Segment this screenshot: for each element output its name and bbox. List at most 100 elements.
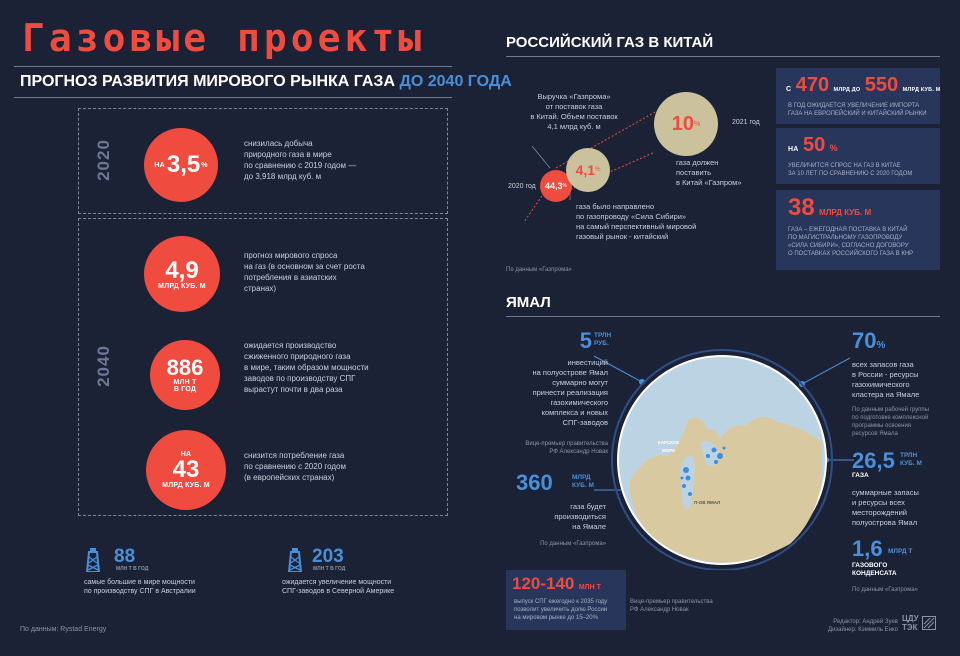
stat1-text: снизилась добыча природного газа в мире …	[244, 138, 434, 182]
box1-pre: С	[786, 86, 792, 93]
credit-designer: Дизайнер: Кэммиль Енко	[828, 627, 898, 633]
stat3-unit2: В ГОД	[173, 386, 197, 393]
box3-headline: 38 МЛРД КУБ. М	[788, 194, 871, 222]
stat4-pre: НА	[180, 451, 192, 458]
s4-label: ГАЗА	[852, 472, 869, 479]
s4-line: месторождений	[852, 508, 907, 517]
fact2-text: ожидается увеличение мощности СПГ-заводо…	[282, 578, 442, 596]
c-mid-value: 4,1	[575, 162, 596, 178]
china-box-50: НА 50 % УВЕЛИЧИТСЯ СПРОС НА ГАЗ В КИТАЕ …	[776, 128, 940, 184]
yamal-header-rule	[506, 316, 940, 317]
fact1-line: самые большие в мире мощности	[84, 579, 195, 586]
box2-line: ЗА 10 ЛЕТ ПО СРАВНЕНИЮ С 2020 ГОДОМ	[788, 171, 913, 177]
revenue-line: 4,1 млрд куб. м	[547, 122, 601, 131]
stat-circle-43: НА 43 МЛРД КУБ. М	[146, 430, 226, 510]
s4-line: полуострова Ямал	[852, 518, 918, 527]
box3-unit: МЛРД КУБ. М	[819, 208, 872, 217]
s3-text: всех запасов газа в России - ресурсы газ…	[852, 360, 942, 400]
revenue-text: Выручка «Газпрома» от поставок газа в Ки…	[524, 92, 624, 132]
credits: Редактор: Андрей Зуев Дизайнер: Кэммиль …	[808, 618, 898, 634]
china-header-rule	[506, 56, 940, 57]
box2-pre: НА	[788, 146, 799, 153]
year-2021-china: 2021 год	[732, 119, 760, 126]
c-big-line: поставить	[676, 168, 712, 177]
stat3-line: в мире, таким образом мощности	[244, 363, 369, 372]
s4-headline: 26,5	[852, 448, 895, 474]
stat3-line: вырастут почти в два раза	[244, 385, 343, 394]
revenue-line: от поставок газа	[545, 102, 603, 111]
stat2-text: прогноз мирового спроса на газ (в основн…	[244, 250, 434, 294]
lng-line: на мировом рынке до 15–20%	[514, 615, 598, 621]
s3-line: кластера на Ямале	[852, 390, 920, 399]
pipe-line: газовый рынок - китайский	[576, 232, 669, 241]
s2-line: газа будет	[570, 502, 606, 511]
logo-top: ЦДУ	[902, 614, 919, 623]
box-2020	[78, 108, 448, 214]
s1-line: газохимического	[550, 398, 609, 407]
s4-value: 26,5	[852, 448, 895, 473]
c-big-value: 10	[671, 112, 694, 135]
c-small-value: 44,3	[545, 181, 563, 191]
china-header: РОССИЙСКИЙ ГАЗ В КИТАЙ	[506, 34, 714, 51]
stat-circle-3-5: НА 3,5 %	[144, 128, 218, 202]
pipe-text: газа было направлено по газопроводу «Сил…	[576, 202, 736, 242]
box-2040	[78, 218, 448, 516]
box2-headline: НА 50 %	[788, 134, 838, 157]
china-box-470: С 470 МЛРД ДО 550 МЛРД КУБ. М В ГОД ОЖИД…	[776, 68, 940, 124]
s1-line: принести реализация	[532, 388, 608, 397]
s3-line: в России - ресурсы	[852, 370, 919, 379]
year-2020-label: 2020	[94, 139, 114, 181]
box2-unit: %	[829, 143, 838, 153]
pipe-line: на самый перспективный мировой	[576, 222, 697, 231]
subtitle-highlight: ДО 2040 ГОДА	[399, 73, 512, 90]
stat2-line: прогноз мирового спроса	[244, 251, 338, 260]
box3-line: ГАЗА – ЕЖЕГОДНАЯ ПОСТАВКА В КИТАЙ	[788, 227, 908, 233]
s3-unit: %	[876, 340, 886, 351]
box1-text: В ГОД ОЖИДАЕТСЯ УВЕЛИЧЕНИЕ ИМПОРТА ГАЗА …	[788, 102, 927, 118]
map-label-kara: КАРСКОЕ	[658, 440, 680, 445]
stat4-unit: МЛРД КУБ. М	[162, 482, 210, 489]
s1-note: Вице-премьер правительства РФ Александр …	[500, 440, 608, 456]
revenue-line: в Китай. Объем поставок	[530, 112, 618, 121]
map-label-sea: МОРЕ	[662, 448, 676, 453]
pipe-line: газа было направлено	[576, 202, 655, 211]
s2-note: По данным «Газпрома»	[540, 541, 606, 547]
fact2-line: СПГ-заводов в Северной Америке	[282, 588, 395, 595]
stat-circle-4-9: 4,9 МЛРД КУБ. М	[144, 236, 220, 312]
box3-value: 38	[788, 194, 815, 221]
stat2-unit: МЛРД КУБ. М	[158, 282, 206, 290]
stat3-value: 886	[166, 355, 204, 380]
pipe-line: по газопроводу «Сила Сибири»	[576, 212, 687, 221]
year-2020-wrap: 2020	[84, 112, 124, 208]
year-2040-wrap: 2040	[84, 220, 124, 512]
box1-v1: 470	[795, 74, 830, 96]
s4-line: суммарные запасы	[852, 488, 919, 497]
box1-line: ГАЗА НА ЕВРОПЕЙСКИЙ И КИТАЙСКИЙ РЫНКИ	[788, 111, 927, 117]
box1-headline: С 470 МЛРД ДО 550 МЛРД КУБ. М	[786, 74, 941, 97]
box3-line: «СИЛА СИБИРИ», СОГЛАСНО ДОГОВОРУ	[788, 243, 909, 249]
stat2-value: 4,9	[165, 256, 199, 284]
lng-note-line: Вице-премьер правительства	[630, 599, 713, 605]
map-label-yamal: П-ОВ ЯМАЛ	[694, 500, 721, 505]
yamal-header: ЯМАЛ	[506, 294, 551, 311]
china-box-38: 38 МЛРД КУБ. М ГАЗА – ЕЖЕГОДНАЯ ПОСТАВКА…	[776, 190, 940, 270]
s5-unit: МЛРД Т	[888, 548, 913, 555]
circle-4-1: 4,1%	[566, 148, 610, 192]
yamal-globe	[593, 349, 854, 570]
credit-editor: Редактор: Андрей Зуев	[833, 619, 898, 625]
left-source: По данным: Rystad Energy	[20, 626, 107, 633]
s5-label2: КОНДЕНСАТА	[852, 570, 897, 577]
s4-unit1: ТРЛН	[900, 452, 918, 459]
fact1-text: самые большие в мире мощности по произво…	[84, 578, 244, 596]
s5-label1: ГАЗОВОГО	[852, 562, 888, 569]
fact2-line: ожидается увеличение мощности	[282, 579, 392, 586]
lng-box: 120-140 МЛН Т выпуск СПГ ежегодно к 2035…	[506, 570, 626, 630]
s1-unit: ТРЛН РУБ.	[594, 332, 611, 348]
s3-value: 70	[852, 328, 877, 353]
s5-note: По данным «Газпрома»	[852, 587, 918, 593]
box2-text: УВЕЛИЧИТСЯ СПРОС НА ГАЗ В КИТАЕ ЗА 10 ЛЕ…	[788, 162, 912, 178]
year-2020-china: 2020 год	[508, 183, 536, 190]
c-big-line: в Китай «Газпром»	[676, 178, 742, 187]
s3-note-line: программы освоения	[852, 423, 912, 429]
box3-line: О ПОСТАВКАХ РОССИЙСКОГО ГАЗА В КНР	[788, 251, 914, 257]
